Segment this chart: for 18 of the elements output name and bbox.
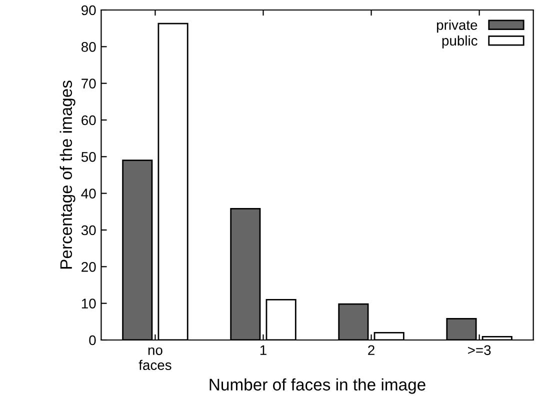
legend-label: public [442,35,478,48]
y-tick-label: 60 [82,115,96,126]
x-tick-label: no faces [138,347,172,370]
y-tick-label: 20 [82,262,96,272]
legend-label: private [436,20,478,33]
y-tick-label: 70 [82,78,96,89]
y-tick-label: 0 [89,335,96,346]
x-tick-label: 1 [260,345,266,355]
y-tick-label: 80 [81,42,96,52]
y-tick-label: 90 [82,5,96,16]
x-axis-title: Number of faces in the image [210,378,426,394]
y-axis-title: Percentage of the images [60,80,76,269]
x-tick-label: >=3 [468,345,491,356]
y-tick-label: 10 [82,298,96,309]
y-tick-label: 30 [81,225,96,236]
y-tick-label: 40 [81,188,96,199]
x-tick-label: 2 [368,345,374,355]
y-tick-label: 50 [81,152,96,162]
